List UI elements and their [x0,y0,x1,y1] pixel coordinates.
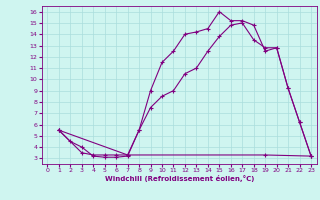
X-axis label: Windchill (Refroidissement éolien,°C): Windchill (Refroidissement éolien,°C) [105,175,254,182]
